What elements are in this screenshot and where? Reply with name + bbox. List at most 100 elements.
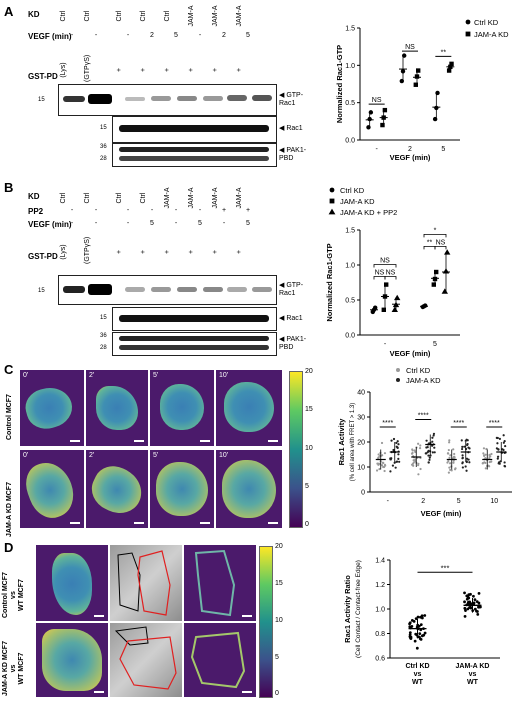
lane-lane_gst-7: + xyxy=(236,249,243,255)
chart-c-pt-0-3-3 xyxy=(482,452,485,455)
row-label-kd: KD xyxy=(28,10,40,19)
chart-b-sig-0-outer: NS xyxy=(380,258,390,265)
chart-c-pt-0-0-18 xyxy=(383,452,387,455)
chart-d-pt-0-1 xyxy=(408,631,412,635)
chart-c-pt-1-1-14 xyxy=(427,461,430,464)
chart-c-pt-1-2-18 xyxy=(461,457,464,460)
chart-c-pt-1-0-3 xyxy=(390,439,393,442)
chart-b-bracket-1-1 xyxy=(434,246,447,250)
chart-d-pt-1-29 xyxy=(468,606,471,609)
chart-a-pt-0-0-1 xyxy=(367,116,372,122)
chart-b-legend-0: Ctrl KD xyxy=(340,186,365,195)
chart-c-xtick-3: 10 xyxy=(490,498,498,505)
chart-d-xtick-1-2: WT xyxy=(467,679,479,686)
lane-lane_vegf-4: - xyxy=(174,220,178,227)
chart-d-pt-1-38 xyxy=(477,605,481,609)
chart-c-pt-1-2-19 xyxy=(467,446,470,449)
chart-a-pt-1-0-0 xyxy=(380,122,385,128)
chart-d-pt-1-36 xyxy=(463,606,467,610)
chart-c-pt-0-2-21 xyxy=(454,467,457,470)
chart-b-pt-2-1-2 xyxy=(444,249,451,255)
chart-c-pt-1-3-18 xyxy=(502,441,505,444)
chart-c-pt-1-0-13 xyxy=(397,453,400,456)
chart-c-pt-0-0-20 xyxy=(378,467,381,471)
chart-c-pt-0-0-10 xyxy=(383,469,386,473)
mw-28-b: 28 xyxy=(100,345,107,351)
chart-a-sig-1: NS xyxy=(405,44,415,51)
chart-c-pt-0-2-15 xyxy=(452,461,455,464)
image-d-control-phase xyxy=(110,545,182,621)
image-d-control-fret xyxy=(36,545,108,621)
chart-c-pt-1-3-15 xyxy=(496,457,499,460)
chart-d-pt-0-39 xyxy=(410,618,414,622)
colorbar-d-tick-5: 5 xyxy=(275,654,279,661)
chart-d-pt-1-28 xyxy=(465,597,469,601)
lane-lane_gst-0: (Lys) xyxy=(60,62,67,78)
panel-letter-b: B xyxy=(4,180,14,195)
chart-c-pt-0-0-22 xyxy=(378,462,381,465)
chart-c-pt-1-0-2 xyxy=(389,470,392,473)
chart-c-pt-1-1-23 xyxy=(428,456,431,459)
row-label-vegf-b: VEGF (min) xyxy=(28,220,72,229)
chart-b-legend-marker-0 xyxy=(329,187,335,193)
chart-d-pt-0-24 xyxy=(414,632,418,636)
chart-c-ytick-label-3: 30 xyxy=(357,415,365,422)
chart-a-ylabel: Normalized Rac1-GTP xyxy=(335,45,344,123)
chart-c-pt-1-2-2 xyxy=(461,454,464,457)
label-pak1-b: ◀ PAK1- PBD xyxy=(279,336,307,351)
label-rac1-a: ◀ Rac1 xyxy=(279,125,303,132)
chart-c-xtick-2: 5 xyxy=(457,498,461,505)
chart-c-pt-1-0-18 xyxy=(396,440,399,443)
chart-c-pt-0-3-10 xyxy=(484,467,487,470)
chart-b-ytick-label-2: 1.0 xyxy=(345,263,355,270)
lane-lane_gst-3: + xyxy=(140,249,147,255)
chart-d-ytick-label-2: 1.0 xyxy=(375,607,385,614)
chart-c-pt-1-0-21 xyxy=(395,445,398,448)
blot-rac1-a xyxy=(112,116,277,143)
colorbar-d-tick-15: 15 xyxy=(275,580,283,587)
lane-lane_vegf-6: 2 xyxy=(222,32,226,39)
chart-c-pt-1-2-20 xyxy=(461,447,464,451)
chart-c-pt-1-3-12 xyxy=(497,448,500,451)
chart-a: 0.0 0.5 1.0 1.5 Normalized Rac1-GTP VEGF (min… xyxy=(335,18,509,162)
chart-a-sig-0: NS xyxy=(372,97,382,104)
chart-a-pt-1-2-1 xyxy=(448,64,453,70)
chart-d-pt-1-13 xyxy=(464,609,467,612)
lane-lane_vegf-3: 5 xyxy=(150,220,154,227)
chart-c-pt-1-3-20 xyxy=(502,448,505,452)
chart-b-pt-2-0-2 xyxy=(394,294,401,301)
chart-c-xtick-1: 2 xyxy=(421,498,425,505)
row-label-vegf: VEGF (min) xyxy=(28,32,72,41)
chart-c-pt-1-1-6 xyxy=(433,451,436,454)
chart-b-pt-2-1-0 xyxy=(441,288,448,294)
lane-lane_gst-6: + xyxy=(212,249,219,255)
panel-letter-c: C xyxy=(4,362,14,377)
chart-c-pt-0-3-12 xyxy=(488,465,491,468)
chart-d-pt-1-15 xyxy=(463,600,466,604)
chart-d-ytick-label-3: 1.2 xyxy=(375,582,385,589)
image-jama-10: 10' xyxy=(216,450,282,528)
chart-d-ytick-label-1: 0.8 xyxy=(375,631,385,638)
chart-b-pt-1-0-1 xyxy=(382,294,388,299)
chart-c-pt-1-1-25 xyxy=(431,451,434,454)
chart-c-pt-0-2-22 xyxy=(448,462,452,465)
chart-c-pt-0-2-18 xyxy=(453,452,456,456)
chart-c-pt-0-2-7 xyxy=(448,456,451,459)
colorbar-d-tick-20: 20 xyxy=(275,543,283,550)
chart-c-pt-0-2-23 xyxy=(448,441,451,444)
row-label-control-mcf7: Control MCF7 xyxy=(6,394,13,440)
chart-a-pt-0-2-0 xyxy=(432,116,438,122)
colorbar-c-tick-5: 5 xyxy=(305,483,309,490)
lane-lane_pp2-1: - xyxy=(94,207,98,214)
label-pak1-a: ◀ PAK1- PBD xyxy=(279,147,307,162)
chart-a-pt-0-0-2 xyxy=(368,110,374,115)
chart-d-xtick-1-1: vs xyxy=(469,671,477,678)
chart-a-legend-0: Ctrl KD xyxy=(474,18,499,27)
chart-c-pt-1-2-22 xyxy=(465,460,468,464)
chart-d-ylabel: Rac1 Activity Ratio xyxy=(343,575,352,643)
chart-b-pt-2-0-0 xyxy=(391,306,398,312)
lane-lane_vegf-2: - xyxy=(126,32,130,39)
chart-c-pt-1-0-12 xyxy=(394,466,397,469)
lane-lane_kd-0: Ctrl xyxy=(60,10,67,22)
chart-c-pt-0-0-23 xyxy=(384,464,387,467)
